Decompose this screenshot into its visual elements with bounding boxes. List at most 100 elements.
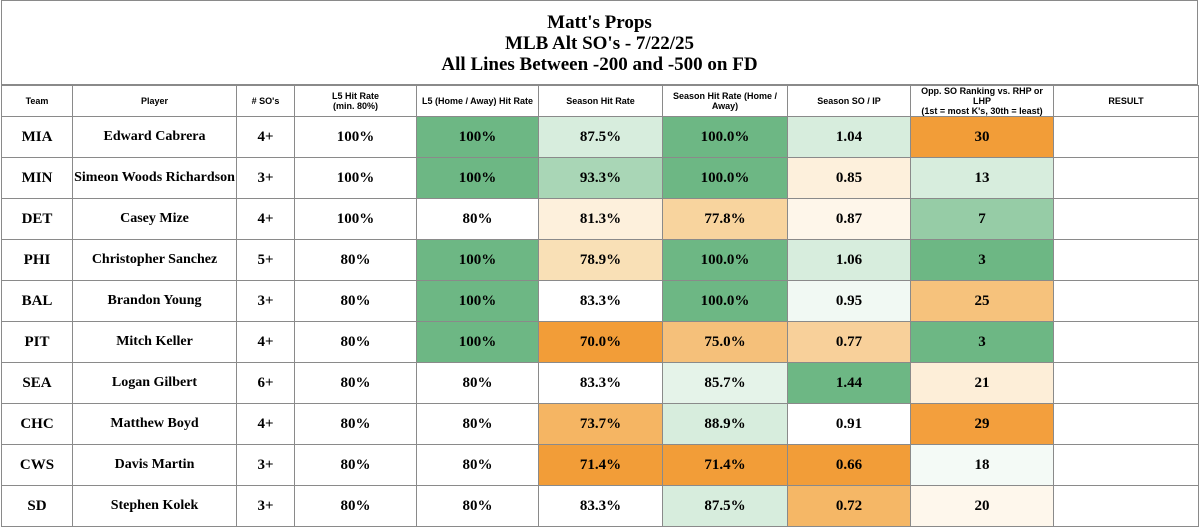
cell-l5-home-away-hit-rate: 80% — [416, 403, 539, 445]
cell-l5-hit-rate: 100% — [294, 157, 417, 199]
cell-season-so-per-ip: 0.91 — [787, 403, 911, 445]
cell-player: Edward Cabrera — [72, 116, 237, 158]
cell-l5-home-away-hit-rate: 80% — [416, 198, 539, 240]
table-row: BAL Brandon Young 3+ 80% 100% 83.3% 100.0% 0.95… — [1, 280, 1199, 322]
table-row: PIT Mitch Keller 4+ 80% 100% 70.0% 75.0% 0.77 3 — [1, 321, 1199, 363]
cell-season-hit-rate: 83.3% — [538, 362, 663, 404]
cell-season-home-away-hit-rate: 100.0% — [662, 157, 788, 199]
cell-so-count: 5+ — [236, 239, 295, 281]
cell-result — [1053, 362, 1199, 404]
cell-opp-so-ranking: 7 — [910, 198, 1054, 240]
cell-season-so-per-ip: 0.95 — [787, 280, 911, 322]
cell-result — [1053, 403, 1199, 445]
cell-opp-so-ranking: 30 — [910, 116, 1054, 158]
cell-team: BAL — [1, 280, 73, 322]
cell-player: Matthew Boyd — [72, 403, 237, 445]
cell-season-so-per-ip: 1.44 — [787, 362, 911, 404]
cell-opp-so-ranking: 20 — [910, 485, 1054, 527]
cell-season-home-away-hit-rate: 100.0% — [662, 239, 788, 281]
table-row: MIA Edward Cabrera 4+ 100% 100% 87.5% 100.0% 1.… — [1, 116, 1199, 158]
column-header-l5-hit-rate: L5 Hit Rate (min. 80%) — [294, 85, 417, 117]
cell-opp-so-ranking: 3 — [910, 239, 1054, 281]
cell-opp-so-ranking: 3 — [910, 321, 1054, 363]
column-header-text: Season Hit Rate (Home / Away) — [672, 91, 778, 111]
cell-season-home-away-hit-rate: 85.7% — [662, 362, 788, 404]
cell-season-home-away-hit-rate: 87.5% — [662, 485, 788, 527]
cell-l5-hit-rate: 80% — [294, 485, 417, 527]
cell-season-so-per-ip: 0.66 — [787, 444, 911, 486]
cell-so-count: 4+ — [236, 403, 295, 445]
cell-l5-home-away-hit-rate: 100% — [416, 116, 539, 158]
cell-team: CWS — [1, 444, 73, 486]
cell-l5-home-away-hit-rate: 100% — [416, 280, 539, 322]
cell-so-count: 3+ — [236, 485, 295, 527]
cell-team: DET — [1, 198, 73, 240]
cell-season-hit-rate: 87.5% — [538, 116, 663, 158]
cell-result — [1053, 280, 1199, 322]
cell-team: PIT — [1, 321, 73, 363]
table-row: SEA Logan Gilbert 6+ 80% 80% 83.3% 85.7% 1.44 21 — [1, 362, 1199, 404]
column-header-team: Team — [1, 85, 73, 117]
cell-so-count: 3+ — [236, 444, 295, 486]
cell-player: Logan Gilbert — [72, 362, 237, 404]
cell-result — [1053, 321, 1199, 363]
column-header-result: RESULT — [1053, 85, 1199, 117]
cell-result — [1053, 116, 1199, 158]
cell-season-hit-rate: 83.3% — [538, 280, 663, 322]
cell-l5-hit-rate: 80% — [294, 444, 417, 486]
cell-result — [1053, 239, 1199, 281]
column-header-season-hit-rate: Season Hit Rate — [538, 85, 663, 117]
column-header-text: (1st = most K's, 30th = least) — [921, 106, 1043, 116]
cell-result — [1053, 157, 1199, 199]
cell-result — [1053, 198, 1199, 240]
cell-team: CHC — [1, 403, 73, 445]
cell-l5-home-away-hit-rate: 100% — [416, 239, 539, 281]
cell-so-count: 4+ — [236, 198, 295, 240]
column-header-so-count: # SO's — [236, 85, 295, 117]
table-row: CWS Davis Martin 3+ 80% 80% 71.4% 71.4% 0.66 18 — [1, 444, 1199, 486]
cell-opp-so-ranking: 18 — [910, 444, 1054, 486]
cell-player: Stephen Kolek — [72, 485, 237, 527]
cell-team: MIA — [1, 116, 73, 158]
cell-l5-hit-rate: 80% — [294, 321, 417, 363]
cell-l5-home-away-hit-rate: 100% — [416, 157, 539, 199]
cell-player: Simeon Woods Richardson — [72, 157, 237, 199]
table-row: DET Casey Mize 4+ 100% 80% 81.3% 77.8% 0.87 7 — [1, 198, 1199, 240]
cell-so-count: 6+ — [236, 362, 295, 404]
cell-season-home-away-hit-rate: 75.0% — [662, 321, 788, 363]
column-header-season-home-away-hit-rate: Season Hit Rate (Home / Away) — [662, 85, 788, 117]
cell-season-home-away-hit-rate: 71.4% — [662, 444, 788, 486]
cell-season-home-away-hit-rate: 100.0% — [662, 280, 788, 322]
cell-team: SD — [1, 485, 73, 527]
cell-so-count: 3+ — [236, 280, 295, 322]
cell-season-hit-rate: 93.3% — [538, 157, 663, 199]
cell-result — [1053, 444, 1199, 486]
column-header-text: # SO's — [251, 96, 280, 106]
cell-season-so-per-ip: 1.06 — [787, 239, 911, 281]
column-header-text: L5 (Home / Away) Hit Rate — [421, 96, 534, 106]
cell-season-so-per-ip: 0.85 — [787, 157, 911, 199]
cell-l5-hit-rate: 80% — [294, 362, 417, 404]
cell-l5-hit-rate: 80% — [294, 239, 417, 281]
cell-opp-so-ranking: 21 — [910, 362, 1054, 404]
header-subtitle: MLB Alt SO's - 7/22/25 — [505, 33, 694, 54]
cell-opp-so-ranking: 29 — [910, 403, 1054, 445]
cell-player: Davis Martin — [72, 444, 237, 486]
table-row: SD Stephen Kolek 3+ 80% 80% 83.3% 87.5% 0.72 20 — [1, 485, 1199, 527]
cell-so-count: 3+ — [236, 157, 295, 199]
cell-so-count: 4+ — [236, 116, 295, 158]
column-header-text: RESULT — [1108, 96, 1144, 106]
cell-so-count: 4+ — [236, 321, 295, 363]
column-header-text: (min. 80%) — [332, 101, 378, 111]
cell-l5-hit-rate: 100% — [294, 116, 417, 158]
cell-l5-home-away-hit-rate: 80% — [416, 485, 539, 527]
cell-season-so-per-ip: 1.04 — [787, 116, 911, 158]
column-header-text: Season SO / IP — [817, 96, 881, 106]
cell-season-hit-rate: 83.3% — [538, 485, 663, 527]
cell-season-hit-rate: 70.0% — [538, 321, 663, 363]
table-row: MIN Simeon Woods Richardson 3+ 100% 100% 93.3… — [1, 157, 1199, 199]
column-header-text: Opp. SO Ranking vs. RHP or LHP — [921, 86, 1043, 107]
cell-player: Christopher Sanchez — [72, 239, 237, 281]
cell-season-hit-rate: 73.7% — [538, 403, 663, 445]
